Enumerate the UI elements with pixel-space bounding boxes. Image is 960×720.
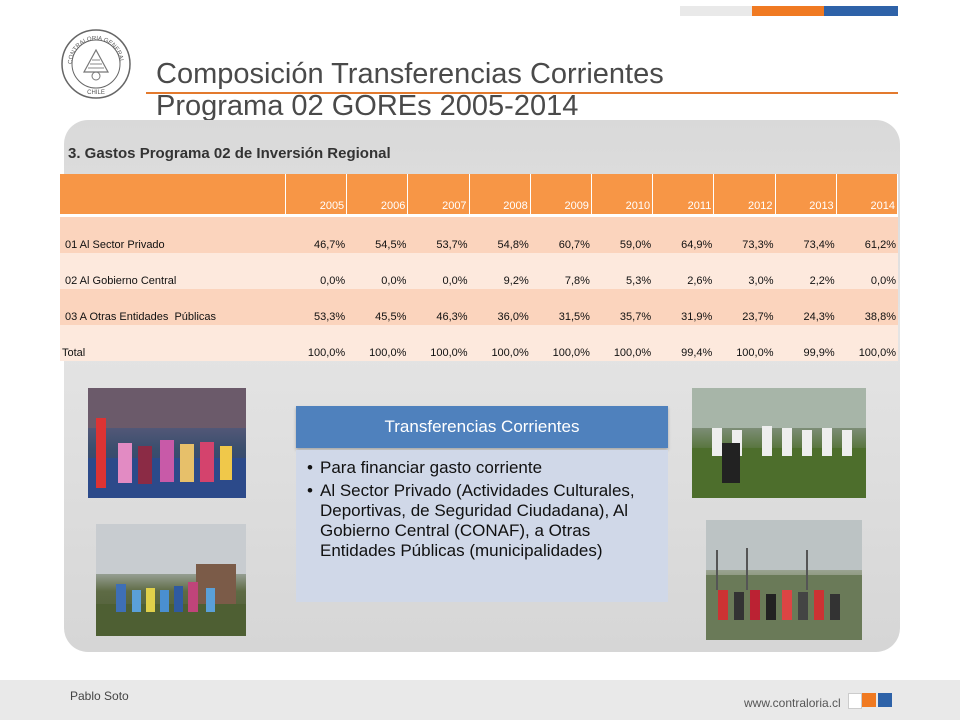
- table-row: 02 Al Gobierno Central 0,0% 0,0% 0,0% 9,…: [60, 253, 898, 289]
- table-cell: 59,0%: [591, 217, 654, 253]
- table-cell: 73,4%: [775, 217, 837, 253]
- row-label: 02 Al Gobierno Central: [60, 253, 286, 289]
- table-cell: 73,3%: [714, 217, 776, 253]
- table-cell: 100,0%: [836, 325, 898, 361]
- photo-community-event: [706, 520, 862, 640]
- table-header-year: 2010: [591, 174, 654, 214]
- table-cell: 0,0%: [286, 253, 348, 289]
- table-cell: 35,7%: [591, 289, 654, 325]
- table-cell: 100,0%: [714, 325, 776, 361]
- table-cell: 53,3%: [286, 289, 348, 325]
- table-cell: 24,3%: [775, 289, 837, 325]
- table-row: 01 Al Sector Privado 46,7% 54,5% 53,7% 5…: [60, 217, 898, 253]
- callout-header: Transferencias Corrientes: [296, 406, 668, 448]
- page-title-line2: Programa 02 GOREs 2005-2014: [156, 90, 579, 122]
- callout-bullet: Para financiar gasto corriente: [307, 458, 658, 478]
- contraloria-seal-logo: CONTRALORIA GENERAL DE LA REPUBLICA CHIL…: [60, 28, 131, 99]
- table-header-year: 2005: [286, 174, 348, 214]
- table-header-year: 2007: [408, 174, 470, 214]
- footer-square-blue: [878, 693, 892, 707]
- table-header-year: 2009: [530, 174, 592, 214]
- svg-text:CHILE: CHILE: [87, 90, 105, 96]
- section-subtitle: 3. Gastos Programa 02 de Inversión Regio…: [68, 145, 391, 162]
- table-cell: 99,4%: [653, 325, 715, 361]
- row-label: Total: [60, 325, 286, 361]
- table-cell: 100,0%: [469, 325, 531, 361]
- table-cell: 54,8%: [469, 217, 531, 253]
- table-cell: 53,7%: [408, 217, 470, 253]
- top-accent-bar-grey: [680, 6, 752, 16]
- table-header-year: 2012: [714, 174, 776, 214]
- title-divider: [146, 92, 898, 94]
- table-cell: 60,7%: [530, 217, 592, 253]
- table-header-row: 2005 2006 2007 2008 2009 2010 2011 2012 …: [60, 174, 898, 214]
- row-label: 01 Al Sector Privado: [60, 217, 286, 253]
- table-header-year: 2006: [347, 174, 409, 214]
- table-cell: 100,0%: [530, 325, 592, 361]
- table-cell: 46,3%: [408, 289, 470, 325]
- table-row-total: Total 100,0% 100,0% 100,0% 100,0% 100,0%…: [60, 325, 898, 361]
- callout-bullet: Al Sector Privado (Actividades Culturale…: [307, 481, 658, 561]
- table-cell: 38,8%: [836, 289, 898, 325]
- table-cell: 2,6%: [653, 253, 715, 289]
- table-header-year: 2013: [775, 174, 837, 214]
- table-cell: 61,2%: [836, 217, 898, 253]
- table-cell: 5,3%: [591, 253, 654, 289]
- table-cell: 2,2%: [775, 253, 837, 289]
- table-header-year: 2008: [469, 174, 531, 214]
- photo-outdoor-exercise: [692, 388, 866, 498]
- top-accent-bar-blue: [824, 6, 898, 16]
- table-header-empty: [60, 174, 286, 214]
- table-cell: 100,0%: [347, 325, 409, 361]
- footer-bar: [0, 680, 960, 720]
- table-cell: 31,5%: [530, 289, 592, 325]
- table-cell: 23,7%: [714, 289, 776, 325]
- footer-author: Pablo Soto: [70, 689, 129, 703]
- photo-children-outdoors: [96, 524, 246, 636]
- table-cell: 45,5%: [347, 289, 409, 325]
- row-label: 03 A Otras Entidades Públicas: [60, 289, 286, 325]
- table-cell: 64,9%: [653, 217, 715, 253]
- footer-square-orange: [862, 693, 876, 707]
- table-row: 03 A Otras Entidades Públicas 53,3% 45,5…: [60, 289, 898, 325]
- table-cell: 99,9%: [775, 325, 837, 361]
- footer-url[interactable]: www.contraloria.cl: [744, 696, 841, 710]
- table-cell: 0,0%: [347, 253, 409, 289]
- table-cell: 31,9%: [653, 289, 715, 325]
- table-cell: 9,2%: [469, 253, 531, 289]
- table-header-year: 2014: [836, 174, 898, 214]
- page-title-line1: Composición Transferencias Corrientes: [156, 58, 664, 90]
- table-cell: 54,5%: [347, 217, 409, 253]
- table-cell: 0,0%: [408, 253, 470, 289]
- footer-square-white: [848, 693, 862, 709]
- table-cell: 36,0%: [469, 289, 531, 325]
- table-cell: 100,0%: [591, 325, 654, 361]
- top-accent-bar-orange: [752, 6, 824, 16]
- callout-body: Para financiar gasto corriente Al Sector…: [296, 450, 668, 602]
- table-cell: 46,7%: [286, 217, 348, 253]
- table-cell: 7,8%: [530, 253, 592, 289]
- table-cell: 100,0%: [408, 325, 470, 361]
- expense-composition-table: 2005 2006 2007 2008 2009 2010 2011 2012 …: [60, 174, 898, 361]
- callout-bullet-list: Para financiar gasto corriente Al Sector…: [296, 458, 668, 561]
- table-cell: 3,0%: [714, 253, 776, 289]
- photo-dance-performance: [88, 388, 246, 498]
- page-title: Composición Transferencias Corrientes Pr…: [156, 58, 916, 122]
- table-cell: 100,0%: [286, 325, 348, 361]
- table-cell: 0,0%: [836, 253, 898, 289]
- table-header-year: 2011: [653, 174, 715, 214]
